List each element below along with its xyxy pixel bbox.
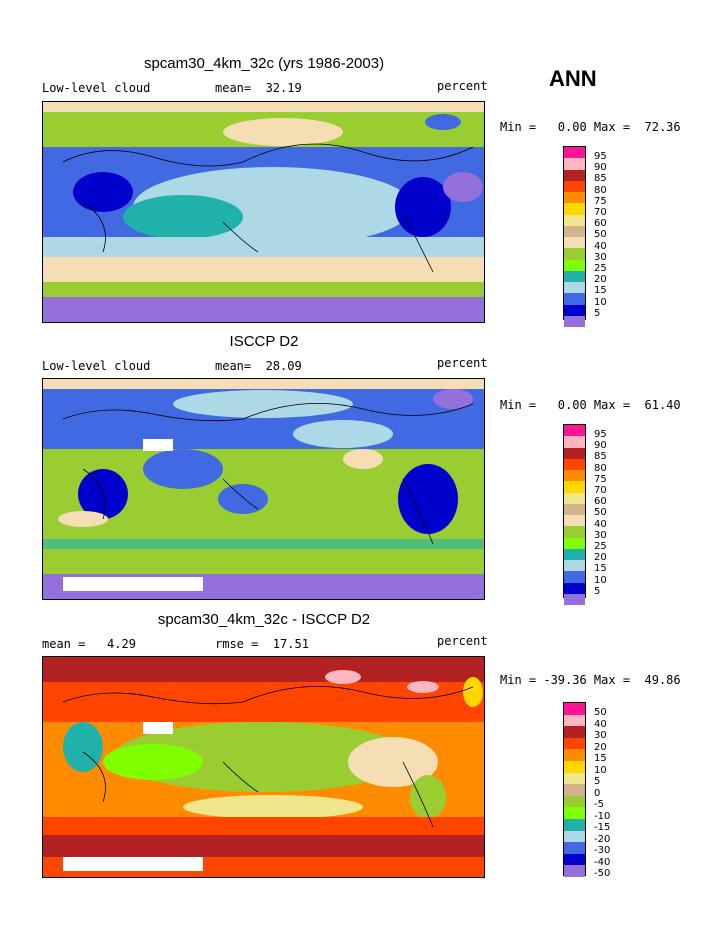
panel-2-colorbar-tick: 30 bbox=[594, 529, 607, 541]
panel-1-colorbar-tick: 20 bbox=[594, 274, 607, 286]
panel-1-colorbar-tick: 30 bbox=[594, 251, 607, 263]
panel-1-title: spcam30_4km_32c (yrs 1986-2003) bbox=[143, 55, 385, 72]
panel-3-colorbar-tick: -50 bbox=[594, 868, 611, 879]
panel-1-colorbar-tick: 70 bbox=[594, 207, 607, 218]
panel-3-rmse-label: rmse = 17.51 bbox=[215, 637, 309, 651]
panel-1-mean-label: mean= 32.19 bbox=[215, 81, 302, 95]
panel-1-colorbar-tick: 10 bbox=[594, 296, 607, 308]
panel-1-colorbar-tick: 15 bbox=[594, 285, 607, 297]
panel-3-colorbar-tick: 50 bbox=[594, 707, 607, 718]
panel-1-minmax: Min = 0.00 Max = 72.36 bbox=[500, 120, 681, 134]
panel-1-colorbar-tick: 85 bbox=[594, 173, 607, 185]
panel-2-mean-label: mean= 28.09 bbox=[215, 359, 302, 373]
panel-3-colorbar-tick: -15 bbox=[594, 822, 611, 833]
panel-2-colorbar bbox=[563, 424, 586, 605]
panel-1-variable-label: Low-level cloud bbox=[42, 81, 151, 95]
panel-1-map bbox=[42, 101, 485, 323]
panel-2-colorbar-tick: 60 bbox=[594, 496, 607, 508]
panel-1-colorbar-tick: 40 bbox=[594, 240, 607, 252]
panel-2-map bbox=[42, 378, 485, 600]
panel-2-title: ISCCP D2 bbox=[229, 333, 299, 350]
panel-2-colorbar-tick: 50 bbox=[594, 507, 607, 519]
panel-2-colorbar-tick: 5 bbox=[594, 585, 601, 597]
panel-1-colorbar-tick: 50 bbox=[594, 229, 607, 241]
panel-1-colorbar-tick: 90 bbox=[594, 162, 607, 174]
panel-2-colorbar-tick: 10 bbox=[594, 574, 607, 586]
panel-2-units-label: percent bbox=[437, 356, 488, 370]
panel-3-colorbar-tick: 10 bbox=[594, 764, 607, 776]
panel-3-map bbox=[42, 656, 485, 878]
panel-2-colorbar-tick: 15 bbox=[594, 563, 607, 575]
panel-3-colorbar-tick: 5 bbox=[594, 776, 601, 787]
panel-1-colorbar-tick: 95 bbox=[594, 151, 607, 162]
season-label: ANN bbox=[549, 66, 597, 91]
panel-3-colorbar-tick: -40 bbox=[594, 856, 611, 868]
panel-2-colorbar-tick: 80 bbox=[594, 462, 607, 474]
panel-1-colorbar-tick: 60 bbox=[594, 218, 607, 230]
panel-1-colorbar-tick: 75 bbox=[594, 195, 607, 207]
panel-3-colorbar-tick: 0 bbox=[594, 787, 601, 799]
panel-3-colorbar-tick: 20 bbox=[594, 741, 607, 753]
panel-2-minmax: Min = 0.00 Max = 61.40 bbox=[500, 398, 681, 412]
panel-3-colorbar bbox=[563, 702, 586, 877]
panel-2-colorbar-tick: 85 bbox=[594, 451, 607, 463]
panel-3-colorbar-tick: -10 bbox=[594, 810, 611, 822]
panel-2-colorbar-tick: 25 bbox=[594, 541, 607, 552]
panel-3-colorbar-tick: -20 bbox=[594, 833, 611, 845]
panel-3-units-label: percent bbox=[437, 634, 488, 648]
panel-3-colorbar-tick: 15 bbox=[594, 753, 607, 764]
panel-1-colorbar bbox=[563, 146, 586, 327]
panel-1-colorbar-tick: 80 bbox=[594, 184, 607, 196]
panel-2-colorbar-tick: 95 bbox=[594, 429, 607, 440]
panel-1-colorbar-tick: 5 bbox=[594, 307, 601, 319]
panel-2-variable-label: Low-level cloud bbox=[42, 359, 151, 373]
panel-2-colorbar-tick: 20 bbox=[594, 552, 607, 564]
panel-3-colorbar-tick: 30 bbox=[594, 730, 607, 741]
panel-2-colorbar-tick: 70 bbox=[594, 485, 607, 496]
panel-3-colorbar-tick: -30 bbox=[594, 845, 611, 856]
panel-3-minmax: Min = -39.36 Max = 49.86 bbox=[500, 673, 681, 687]
panel-1-colorbar-tick: 25 bbox=[594, 263, 607, 274]
panel-2-colorbar-tick: 40 bbox=[594, 518, 607, 530]
panel-3-colorbar-tick: 40 bbox=[594, 718, 607, 730]
panel-3-title: spcam30_4km_32c - ISCCP D2 bbox=[157, 611, 371, 628]
panel-2-colorbar-tick: 90 bbox=[594, 440, 607, 452]
panel-2-colorbar-tick: 75 bbox=[594, 473, 607, 485]
panel-1-units-label: percent bbox=[437, 79, 488, 93]
panel-3-colorbar-tick: -5 bbox=[594, 799, 604, 810]
panel-3-mean-label: mean = 4.29 bbox=[42, 637, 136, 651]
